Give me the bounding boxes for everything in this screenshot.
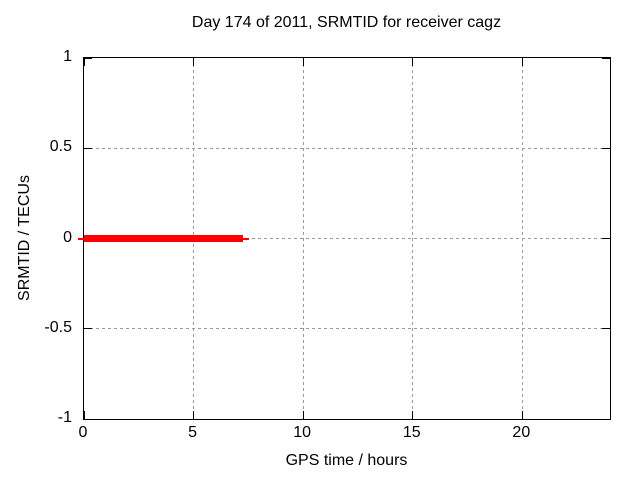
x-tick-mark bbox=[193, 58, 195, 66]
y-tick-mark bbox=[602, 238, 610, 239]
y-tick-mark bbox=[602, 57, 610, 59]
series-line-endcap bbox=[78, 237, 84, 240]
x-tick-label: 0 bbox=[78, 424, 88, 441]
v-gridline bbox=[302, 58, 304, 419]
y-tick-mark bbox=[84, 147, 92, 149]
y-tick-label: -0.5 bbox=[44, 318, 72, 336]
y-tick-label: 1 bbox=[63, 48, 72, 65]
y-tick-mark bbox=[84, 328, 92, 330]
series-line-endcap bbox=[242, 237, 249, 240]
y-tick-mark bbox=[84, 418, 92, 420]
y-tick-label: 0.5 bbox=[49, 138, 72, 156]
plot-area bbox=[78, 57, 611, 420]
h-gridline bbox=[84, 147, 610, 149]
x-tick-mark bbox=[83, 58, 85, 66]
series-line bbox=[84, 235, 243, 242]
v-gridline bbox=[521, 58, 523, 419]
x-tick-label: 10 bbox=[293, 424, 312, 441]
x-tick-mark bbox=[83, 411, 85, 419]
y-tick-label: -1 bbox=[57, 409, 72, 426]
y-tick-mark bbox=[602, 147, 610, 149]
x-axis-label: GPS time / hours bbox=[285, 452, 408, 469]
x-tick-label: 15 bbox=[402, 424, 421, 441]
x-tick-mark bbox=[302, 411, 304, 419]
v-gridline bbox=[412, 58, 414, 419]
x-tick-mark bbox=[302, 58, 304, 66]
x-tick-mark bbox=[521, 411, 523, 419]
chart-title: Day 174 of 2011, SRMTID for receiver cag… bbox=[191, 14, 502, 31]
y-tick-mark bbox=[602, 328, 610, 330]
x-tick-label: 5 bbox=[188, 424, 198, 441]
x-tick-mark bbox=[412, 411, 414, 419]
x-tick-mark bbox=[521, 58, 523, 66]
h-gridline bbox=[84, 328, 610, 330]
y-tick-mark bbox=[602, 418, 610, 420]
x-tick-mark bbox=[193, 411, 195, 419]
x-tick-mark bbox=[412, 58, 414, 66]
h-gridline bbox=[84, 238, 610, 239]
y-tick-mark bbox=[84, 57, 92, 59]
x-tick-label: 20 bbox=[512, 424, 531, 441]
y-tick-label: 0 bbox=[63, 228, 72, 246]
